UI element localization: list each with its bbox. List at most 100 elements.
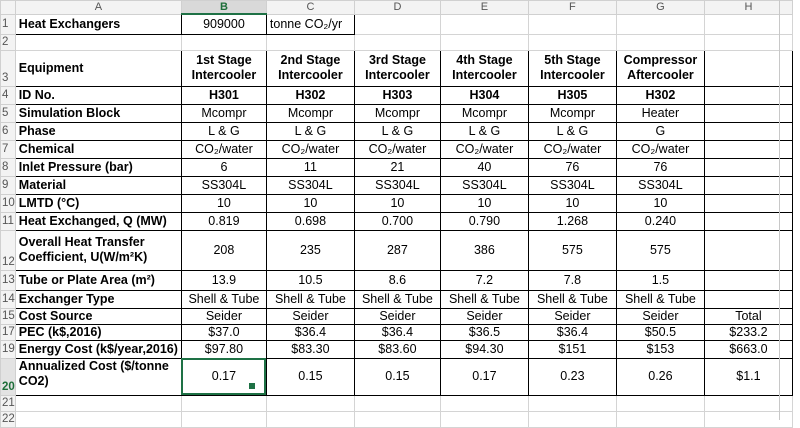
cell-c12[interactable]: 235 [265,229,355,271]
cell-c7[interactable]: CO₂/water [265,139,355,159]
row-header-10[interactable]: 10 [0,193,16,213]
cell-a7[interactable]: Chemical [14,139,182,159]
cell-a1[interactable]: Heat Exchangers [14,13,182,35]
cell-b1[interactable]: 909000 [180,13,267,35]
column-header-h[interactable]: H [703,0,793,15]
cell-e7[interactable]: CO₂/water [439,139,529,159]
cell-e20[interactable]: 0.17 [439,357,529,396]
cell-f12[interactable]: 575 [527,229,617,271]
cell-g11[interactable]: 0.240 [615,211,705,231]
cell-d17[interactable]: $36.4 [353,323,441,341]
cell-e12[interactable]: 386 [439,229,529,271]
cell-c17[interactable]: $36.4 [265,323,355,341]
cell-c2[interactable] [265,33,355,51]
cell-d5[interactable]: Mcompr [353,103,441,123]
fill-handle[interactable] [248,382,256,390]
cell-g13[interactable]: 1.5 [615,269,705,291]
cell-g4[interactable]: H302 [615,85,705,105]
cell-a9[interactable]: Material [14,175,182,195]
cell-d14[interactable]: Shell & Tube [353,289,441,309]
cell-b3[interactable]: 1st Stage Intercooler [180,49,267,87]
cell-h20[interactable]: $1.1 [703,357,793,396]
cell-d10[interactable]: 10 [353,193,441,213]
row-header-14[interactable]: 14 [0,289,16,309]
row-header-11[interactable]: 11 [0,211,16,231]
column-header-e[interactable]: E [439,0,529,15]
cell-d9[interactable]: SS304L [353,175,441,195]
row-header-17[interactable]: 17 [0,323,16,341]
cell-a5[interactable]: Simulation Block [14,103,182,123]
cell-b14[interactable]: Shell & Tube [180,289,267,309]
cell-a20[interactable]: Annualized Cost ($/tonne CO2) [14,357,182,396]
cell-b8[interactable]: 6 [180,157,267,177]
cell-c3[interactable]: 2nd Stage Intercooler [265,49,355,87]
cell-e9[interactable]: SS304L [439,175,529,195]
cell-g17[interactable]: $50.5 [615,323,705,341]
cell-d3[interactable]: 3rd Stage Intercooler [353,49,441,87]
cell-d8[interactable]: 21 [353,157,441,177]
cell-c11[interactable]: 0.698 [265,211,355,231]
cell-b6[interactable]: L & G [180,121,267,141]
cell-e3[interactable]: 4th Stage Intercooler [439,49,529,87]
cell-d19[interactable]: $83.60 [353,339,441,359]
cell-c15[interactable]: Seider [265,307,355,325]
cell-e4[interactable]: H304 [439,85,529,105]
cell-h3[interactable] [703,49,793,87]
column-header-d[interactable]: D [353,0,441,15]
row-header-21[interactable]: 21 [0,394,16,412]
cell-e13[interactable]: 7.2 [439,269,529,291]
cell-b15[interactable]: Seider [180,307,267,325]
row-header-4[interactable]: 4 [0,85,16,105]
row-header-7[interactable]: 7 [0,139,16,159]
row-header-8[interactable]: 8 [0,157,16,177]
cell-e14[interactable]: Shell & Tube [439,289,529,309]
cell-b10[interactable]: 10 [180,193,267,213]
cell-f5[interactable]: Mcompr [527,103,617,123]
cell-g9[interactable]: SS304L [615,175,705,195]
cell-b21[interactable] [180,394,267,412]
cell-d6[interactable]: L & G [353,121,441,141]
cell-d13[interactable]: 8.6 [353,269,441,291]
cell-f14[interactable]: Shell & Tube [527,289,617,309]
cell-b17[interactable]: $37.0 [180,323,267,341]
cell-e8[interactable]: 40 [439,157,529,177]
cell-a21[interactable] [14,394,182,412]
cell-c9[interactable]: SS304L [265,175,355,195]
cell-f8[interactable]: 76 [527,157,617,177]
cell-d11[interactable]: 0.700 [353,211,441,231]
cell-d7[interactable]: CO₂/water [353,139,441,159]
cell-a14[interactable]: Exchanger Type [14,289,182,309]
cell-d2[interactable] [353,33,441,51]
cell-c19[interactable]: $83.30 [265,339,355,359]
cell-g22[interactable] [615,410,705,428]
cell-d1[interactable] [353,13,441,35]
cell-e2[interactable] [439,33,529,51]
cell-h17[interactable]: $233.2 [703,323,793,341]
cell-g19[interactable]: $153 [615,339,705,359]
cell-e21[interactable] [439,394,529,412]
row-header-6[interactable]: 6 [0,121,16,141]
cell-g5[interactable]: Heater [615,103,705,123]
cell-a13[interactable]: Tube or Plate Area (m²) [14,269,182,291]
cell-e17[interactable]: $36.5 [439,323,529,341]
cell-e10[interactable]: 10 [439,193,529,213]
cell-f3[interactable]: 5th Stage Intercooler [527,49,617,87]
cell-g7[interactable]: CO₂/water [615,139,705,159]
cell-d21[interactable] [353,394,441,412]
cell-e22[interactable] [439,410,529,428]
cell-b7[interactable]: CO₂/water [180,139,267,159]
cell-d15[interactable]: Seider [353,307,441,325]
cell-b11[interactable]: 0.819 [180,211,267,231]
cell-c21[interactable] [265,394,355,412]
column-header-c[interactable]: C [265,0,355,15]
column-header-f[interactable]: F [527,0,617,15]
cell-g1[interactable] [615,13,705,35]
row-header-12[interactable]: 12 [0,229,16,271]
row-header-20[interactable]: 20 [0,357,16,396]
cell-a11[interactable]: Heat Exchanged, Q (MW) [14,211,182,231]
cell-a19[interactable]: Energy Cost (k$/year,2016) [14,339,182,359]
cell-a15[interactable]: Cost Source [14,307,182,325]
cell-b19[interactable]: $97.80 [180,339,267,359]
row-header-19[interactable]: 19 [0,339,16,359]
cell-c6[interactable]: L & G [265,121,355,141]
